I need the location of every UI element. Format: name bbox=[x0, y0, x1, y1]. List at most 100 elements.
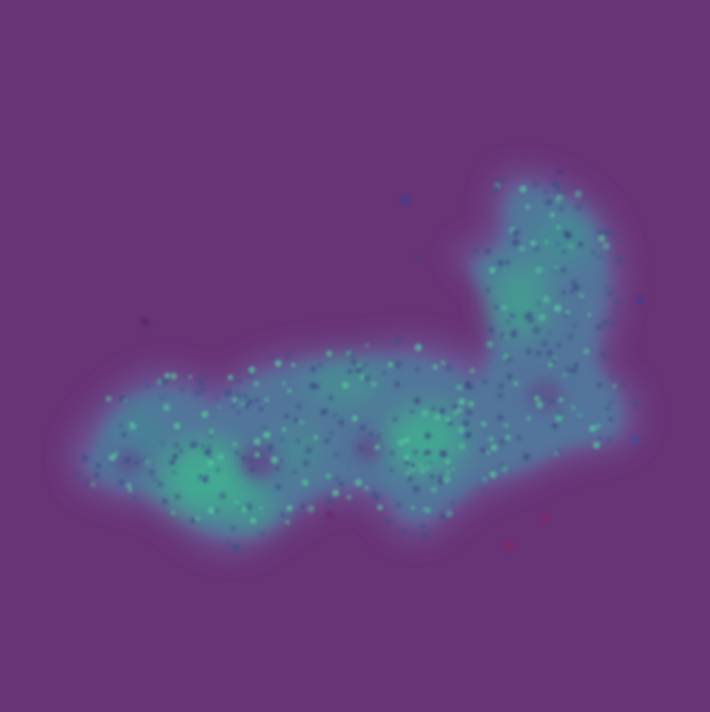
speckle bbox=[597, 255, 602, 259]
speckle bbox=[360, 364, 365, 370]
speckle bbox=[428, 461, 432, 466]
speckle bbox=[275, 484, 282, 490]
speckle bbox=[501, 305, 507, 311]
speckle bbox=[547, 331, 551, 335]
speckle bbox=[560, 289, 567, 296]
speckle bbox=[248, 366, 256, 374]
speckle bbox=[363, 375, 370, 382]
speckle bbox=[484, 248, 491, 255]
speckle bbox=[504, 423, 509, 428]
speckle bbox=[368, 431, 374, 437]
speckle bbox=[377, 504, 383, 511]
speckle bbox=[506, 373, 513, 380]
speckle bbox=[145, 460, 150, 464]
speckle bbox=[170, 372, 178, 380]
speckle bbox=[505, 356, 512, 363]
speckle bbox=[445, 509, 453, 517]
speckle bbox=[549, 399, 555, 405]
speckle bbox=[243, 393, 248, 398]
speckle bbox=[359, 424, 367, 432]
speckle bbox=[536, 401, 544, 409]
speckle bbox=[482, 476, 487, 482]
speckle bbox=[616, 259, 621, 265]
speckle bbox=[468, 384, 474, 390]
speckle bbox=[632, 401, 639, 408]
speckle bbox=[608, 401, 613, 406]
speckle bbox=[597, 229, 605, 237]
speckle bbox=[407, 475, 414, 482]
speckle bbox=[403, 437, 410, 444]
speckle bbox=[172, 470, 176, 475]
speckle bbox=[399, 527, 407, 535]
speckle bbox=[394, 360, 403, 369]
speckle bbox=[422, 531, 429, 539]
speckle bbox=[544, 198, 553, 206]
speckle bbox=[207, 506, 215, 514]
speckle bbox=[326, 497, 333, 505]
speckle bbox=[511, 229, 520, 237]
speckle bbox=[456, 384, 463, 391]
speckle bbox=[499, 438, 506, 445]
speckle bbox=[465, 380, 472, 386]
speckle bbox=[358, 445, 364, 451]
speckle bbox=[468, 400, 475, 407]
speckle bbox=[574, 190, 582, 198]
speckle bbox=[601, 319, 608, 326]
speckle bbox=[364, 362, 369, 367]
speckle bbox=[119, 424, 123, 428]
speckle bbox=[145, 383, 150, 389]
speckle bbox=[140, 458, 145, 462]
speckle bbox=[113, 451, 119, 457]
speckle bbox=[519, 246, 525, 252]
speckle bbox=[469, 368, 475, 374]
speckle bbox=[334, 452, 338, 457]
speckle bbox=[620, 381, 625, 385]
speckle bbox=[553, 304, 562, 312]
speckle bbox=[488, 327, 494, 333]
speckle bbox=[207, 459, 214, 466]
speckle bbox=[217, 453, 224, 460]
speckle bbox=[536, 350, 542, 356]
speckle bbox=[604, 229, 612, 237]
speckle bbox=[324, 408, 328, 413]
speckle bbox=[433, 414, 441, 421]
speckle bbox=[208, 429, 215, 435]
outlier-dot bbox=[505, 540, 515, 550]
speckle bbox=[554, 265, 558, 269]
speckle bbox=[259, 506, 263, 511]
speckle bbox=[200, 443, 206, 449]
speckle bbox=[83, 478, 91, 485]
speckle bbox=[595, 423, 601, 429]
speckle bbox=[227, 374, 234, 381]
speckle bbox=[260, 531, 265, 536]
blob-holes bbox=[114, 379, 563, 478]
speckle bbox=[190, 517, 196, 524]
speckle bbox=[419, 467, 426, 474]
speckle bbox=[235, 392, 242, 399]
speckle bbox=[215, 467, 221, 473]
speckle bbox=[299, 420, 305, 426]
speckle bbox=[537, 301, 541, 305]
speckle bbox=[457, 426, 465, 434]
speckle bbox=[535, 266, 543, 274]
speckle bbox=[489, 267, 496, 274]
speckle bbox=[207, 444, 212, 448]
speckle bbox=[332, 489, 339, 497]
speckle bbox=[578, 292, 585, 299]
speckle bbox=[565, 366, 573, 374]
speckle bbox=[427, 450, 432, 455]
speckle bbox=[431, 486, 437, 493]
speckle bbox=[348, 352, 354, 359]
speckle bbox=[533, 245, 540, 252]
speckle bbox=[555, 241, 560, 246]
speckle bbox=[497, 414, 504, 421]
speckle bbox=[607, 290, 614, 297]
speckle bbox=[602, 242, 611, 250]
speckle bbox=[563, 373, 567, 377]
speckle bbox=[293, 417, 299, 423]
speckle bbox=[253, 381, 259, 387]
speckle bbox=[234, 500, 239, 504]
speckle bbox=[295, 512, 299, 516]
speckle bbox=[244, 403, 250, 409]
